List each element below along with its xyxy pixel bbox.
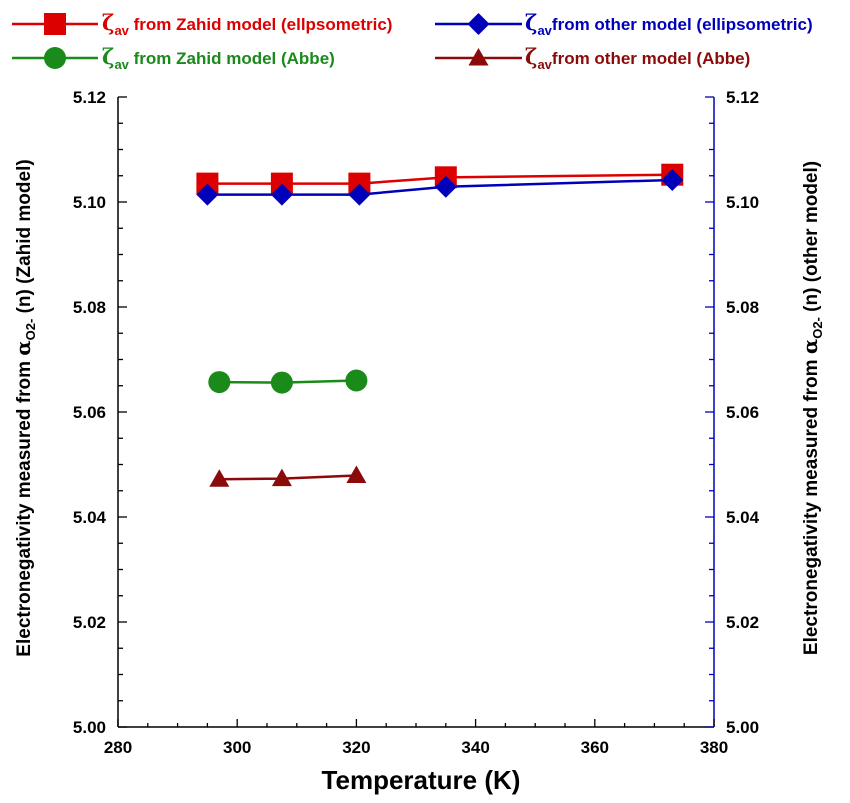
- data-point: [348, 183, 371, 206]
- series-3: [208, 369, 368, 394]
- data-point: [208, 371, 231, 394]
- y-right-tick-label: 5.04: [726, 508, 760, 527]
- y-left-tick-label: 5.06: [73, 403, 106, 422]
- y-axis-title-text: Electronegativity measured from αO2- (n)…: [798, 161, 825, 655]
- series-4: [209, 465, 367, 487]
- data-point: [346, 465, 367, 484]
- data-point: [209, 469, 230, 487]
- data-point: [270, 371, 293, 394]
- legend: ζav from Zahid model (ellpsometric) ζavfr…: [12, 10, 813, 72]
- y-right-tick-label: 5.08: [726, 298, 759, 317]
- x-tick-label: 320: [342, 738, 370, 757]
- y-axis-title-text: Electronegativity measured from αO2- (n)…: [11, 159, 38, 656]
- y-left-tick-label: 5.10: [73, 193, 106, 212]
- y-left-tick-label: 5.04: [73, 508, 107, 527]
- data-point: [270, 183, 293, 206]
- legend-entry-1: ζav from Zahid model (ellpsometric): [12, 10, 392, 38]
- legend-label: ζavfrom other model (Abbe): [525, 44, 750, 72]
- legend-label: ζav from Zahid model (Abbe): [102, 44, 335, 72]
- y-right-tick-label: 5.02: [726, 613, 759, 632]
- y-axis-title-right: Electronegativity measured from αO2- (n)…: [798, 161, 825, 655]
- x-tick-label: 340: [461, 738, 489, 757]
- legend-marker: [467, 13, 490, 35]
- data-point: [196, 183, 219, 206]
- legend-marker: [468, 48, 489, 66]
- data-point: [196, 172, 219, 195]
- series-line: [219, 474, 357, 481]
- data-point: [270, 172, 293, 195]
- legend-marker: [44, 47, 66, 69]
- y-left-tick-label: 5.08: [73, 298, 106, 317]
- data-point: [434, 175, 457, 198]
- y-right-tick-label: 5.06: [726, 403, 759, 422]
- y-axis-title-left: Electronegativity measured from αO2- (n)…: [11, 159, 38, 656]
- series-2: [196, 168, 684, 206]
- y-left-tick-label: 5.00: [73, 718, 106, 737]
- legend-label: ζavfrom other model (ellipsometric): [525, 10, 813, 38]
- legend-entry-2: ζavfrom other model (ellipsometric): [435, 10, 813, 38]
- y-right-tick-label: 5.10: [726, 193, 759, 212]
- x-tick-label: 280: [104, 738, 132, 757]
- y-left-tick-label: 5.12: [73, 88, 106, 107]
- x-axis-title: Temperature (K): [322, 765, 521, 795]
- data-point: [348, 172, 371, 195]
- legend-label: ζav from Zahid model (ellpsometric): [102, 10, 392, 38]
- x-tick-label: 360: [581, 738, 609, 757]
- y-right-tick-label: 5.12: [726, 88, 759, 107]
- y-right-tick-label: 5.00: [726, 718, 759, 737]
- data-point: [661, 168, 684, 191]
- data-point: [345, 369, 368, 392]
- y-left-tick-label: 5.02: [73, 613, 106, 632]
- x-tick-label: 300: [223, 738, 251, 757]
- x-tick-label: 380: [700, 738, 728, 757]
- series-layer: [196, 163, 684, 487]
- legend-marker: [44, 13, 66, 35]
- legend-entry-3: ζav from Zahid model (Abbe): [12, 44, 335, 72]
- legend-entry-4: ζavfrom other model (Abbe): [435, 44, 750, 72]
- data-point: [271, 468, 292, 487]
